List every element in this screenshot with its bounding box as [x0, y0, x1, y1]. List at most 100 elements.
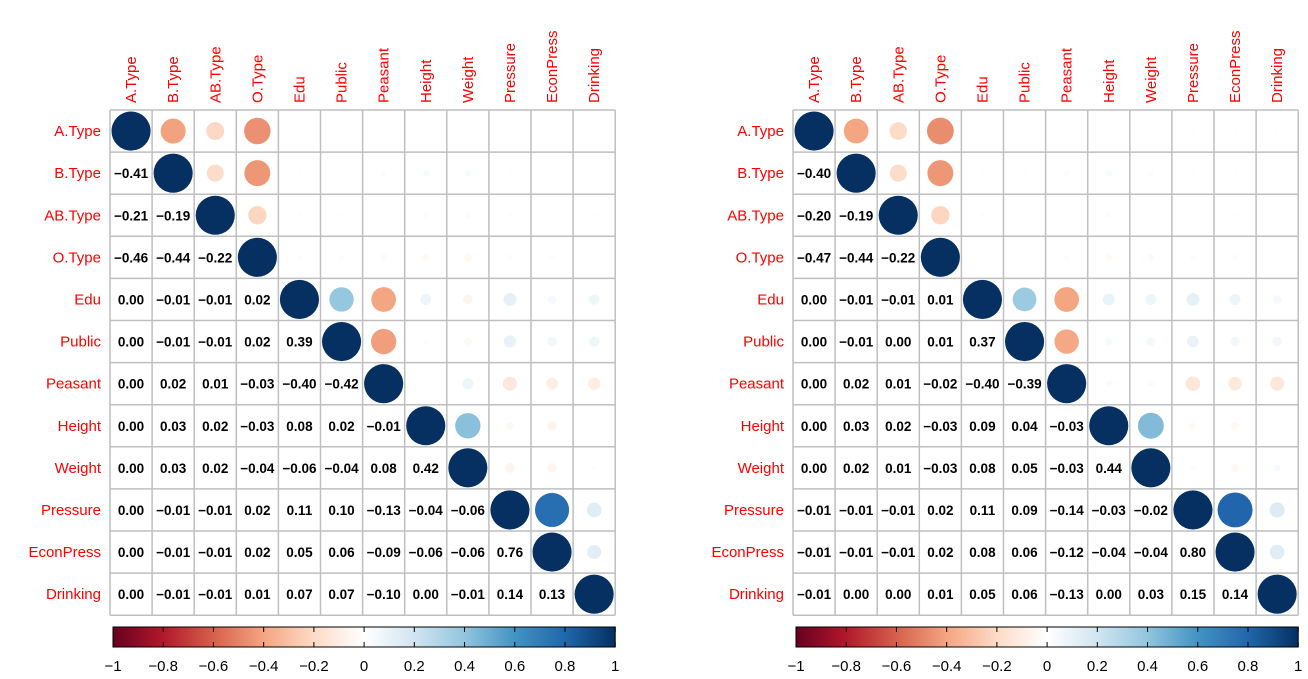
correlation-value: −0.40	[797, 166, 831, 181]
correlation-circle	[380, 170, 387, 176]
correlation-value: −0.01	[198, 503, 233, 518]
correlation-circle	[980, 255, 985, 260]
correlation-value: 0.15	[1180, 587, 1207, 602]
correlation-circle	[507, 213, 512, 218]
correlation-circle	[550, 213, 555, 218]
correlation-circle	[506, 421, 514, 430]
correlation-circle	[1104, 337, 1113, 346]
correlation-circle	[1233, 171, 1238, 176]
correlation-circle	[1173, 490, 1213, 530]
correlation-circle	[422, 338, 429, 345]
correlation-circle	[550, 171, 555, 176]
correlation-circle	[532, 532, 572, 572]
correlation-value: −0.39	[1007, 377, 1041, 392]
correlation-circle	[206, 164, 224, 182]
correlation-value: 0.01	[927, 335, 954, 350]
correlation-circle	[547, 295, 557, 304]
column-label: Edu	[291, 76, 308, 103]
colorbar-tick-label: 0.2	[404, 658, 425, 675]
correlation-circle	[587, 545, 602, 560]
correlation-circle	[507, 171, 512, 176]
correlation-circle	[503, 292, 517, 306]
column-label: Peasant	[376, 47, 393, 103]
correlation-value: 0.01	[885, 461, 912, 476]
colorbar-tick-label: 0.4	[1137, 658, 1158, 675]
correlation-value: −0.06	[409, 545, 444, 560]
correlation-circle	[364, 364, 404, 404]
correlation-value: −0.21	[114, 208, 149, 223]
correlation-circle	[463, 337, 472, 346]
correlation-value: −0.01	[198, 545, 233, 560]
column-label: Pressure	[1185, 43, 1202, 103]
correlation-circle	[1089, 406, 1129, 446]
correlation-value: 0.02	[843, 461, 869, 476]
correlation-value: −0.03	[923, 419, 958, 434]
correlation-value: 0.02	[160, 377, 186, 392]
correlation-circle	[237, 237, 277, 277]
correlation-value: −0.01	[839, 545, 874, 560]
correlation-circle	[586, 502, 602, 518]
column-label: EconPress	[544, 30, 561, 103]
correlation-value: 0.07	[286, 587, 312, 602]
correlation-circle	[490, 490, 530, 530]
column-label: Public	[334, 62, 351, 103]
column-label: Weight	[1143, 56, 1160, 103]
correlation-value: 0.00	[118, 503, 144, 518]
correlation-value: 0.00	[118, 335, 144, 350]
correlation-value: −0.09	[367, 545, 401, 560]
correlation-circle	[1148, 170, 1154, 176]
correlation-circle	[1275, 255, 1280, 260]
correlation-circle	[465, 212, 471, 219]
correlation-circle	[422, 169, 430, 177]
correlation-value: −0.01	[156, 292, 191, 307]
correlation-circle	[549, 254, 555, 261]
correlation-value: 0.03	[160, 461, 187, 476]
correlation-value: 0.07	[328, 587, 354, 602]
column-label: O.Type	[249, 55, 266, 103]
correlation-value: −0.22	[881, 250, 915, 265]
column-label: Peasant	[1059, 47, 1076, 103]
correlation-value: −0.13	[1050, 587, 1085, 602]
correlation-circle	[926, 117, 954, 145]
correlation-circle	[370, 328, 397, 355]
row-label: Edu	[74, 291, 101, 308]
correlation-value: 0.08	[969, 545, 996, 560]
correlation-value: −0.22	[198, 250, 232, 265]
correlation-value: 0.02	[202, 461, 228, 476]
colorbar-tick-label: −0.8	[831, 658, 861, 675]
correlation-value: 0.37	[969, 335, 995, 350]
correlation-value: −0.01	[198, 335, 233, 350]
row-label: Edu	[757, 291, 784, 308]
correlation-value: 0.03	[843, 419, 870, 434]
correlation-value: 0.00	[1096, 587, 1122, 602]
correlation-circle	[1257, 574, 1297, 614]
correlation-circle	[244, 117, 271, 145]
correlation-value: 0.01	[202, 377, 229, 392]
correlation-value: −0.01	[451, 587, 486, 602]
correlation-circle	[279, 279, 320, 320]
correlation-matrix-left: A.Type B.Type AB.Type O.Type Edu Public Peasan…	[28, 30, 619, 675]
row-label: O.Type	[736, 249, 784, 266]
correlation-circle	[329, 287, 354, 312]
colorbar-tick-label: 1	[611, 658, 619, 675]
row-label: Pressure	[724, 502, 784, 519]
correlation-value: 0.05	[286, 545, 313, 560]
correlation-circle	[1146, 337, 1156, 346]
correlation-value: −0.01	[839, 503, 874, 518]
correlation-value: 0.01	[244, 587, 271, 602]
correlation-value: −0.02	[1134, 503, 1168, 518]
correlation-circle	[1105, 169, 1113, 177]
column-label: Height	[1101, 59, 1118, 103]
correlation-circle	[463, 294, 473, 305]
correlation-circle	[1275, 129, 1280, 134]
correlation-circle	[547, 336, 557, 347]
correlation-circle	[889, 122, 907, 140]
correlation-circle	[1231, 463, 1239, 472]
correlation-value: 0.09	[969, 419, 995, 434]
correlation-circle	[206, 122, 225, 141]
correlation-value: −0.01	[881, 292, 916, 307]
correlation-value: −0.10	[367, 587, 401, 602]
correlation-value: 0.80	[1180, 545, 1206, 560]
colorbar-tick-label: 0.6	[1187, 658, 1208, 675]
row-label: B.Type	[737, 165, 784, 182]
